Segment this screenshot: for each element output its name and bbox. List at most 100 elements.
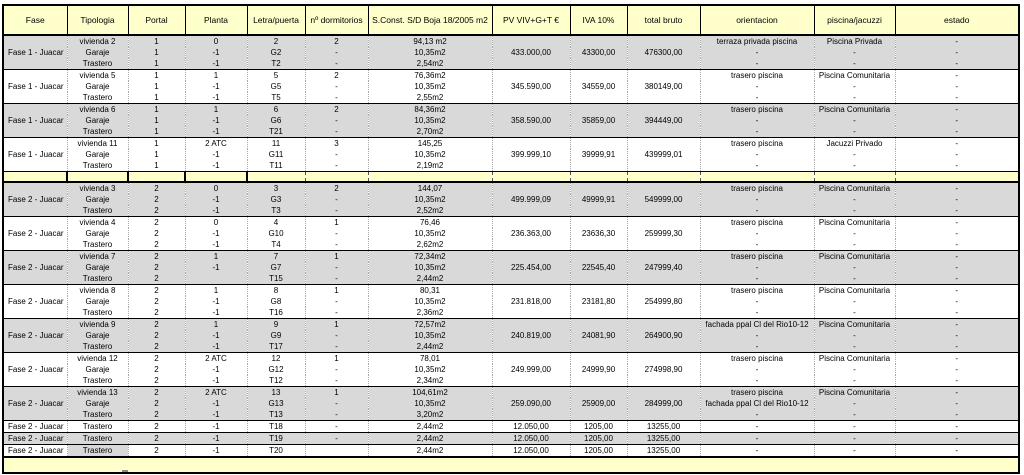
cell-letra: T5 — [246, 92, 305, 104]
cell-piscina: Piscina Comunitaria — [813, 103, 895, 115]
cell-planta: -1 — [184, 115, 247, 126]
cell-letra: T12 — [246, 375, 305, 387]
cell-pv: 345.590,00 — [491, 69, 570, 104]
cell-fase: Fase 2 - Juacar — [3, 250, 67, 285]
cell-planta: 1 — [184, 69, 247, 81]
cell-dorm: - — [304, 330, 368, 341]
cell-planta: 0 — [184, 34, 247, 47]
cell-sconst: 10,35m2 — [367, 194, 492, 205]
cell-piscina: Piscina Comunitaria — [813, 181, 895, 194]
cell-piscina: - — [813, 239, 895, 251]
cell-total: 264900,90 — [626, 318, 700, 353]
cell-sconst: 10,35m2 — [367, 149, 492, 160]
cell-planta: -1 — [184, 409, 247, 421]
table-row: Garaje 2 -1 G7-10,35m2- - - — [3, 262, 1019, 273]
cell-orientacion: trasero piscina — [699, 216, 814, 228]
cell-sconst: 10,35m2 — [367, 81, 492, 92]
cell-estado: - — [894, 34, 1019, 47]
table-row: Garaje 1 -1 G11-10,35m2- - - — [3, 149, 1019, 160]
cell-sconst: 94,13 m2 — [367, 34, 492, 47]
cell-piscina: Piscina Comunitaria — [813, 352, 895, 364]
cell-letra: G13 — [246, 398, 305, 409]
cell-orientacion: - — [699, 228, 814, 239]
cell-fase: Fase 2 - Juacar — [3, 216, 67, 251]
col-header-orientacion: orientacion — [699, 4, 815, 36]
cell-orientacion: terraza privada piscina — [699, 34, 814, 47]
cell-orientacion: trasero piscina — [699, 386, 814, 398]
cell-piscina: - — [813, 330, 895, 341]
cell-portal: 2 — [127, 375, 185, 387]
cell-dorm: - — [304, 341, 368, 353]
cell-tipologia: Trastero — [66, 160, 128, 172]
cell-estado: - — [894, 398, 1019, 409]
cell-estado: - — [894, 126, 1019, 138]
cell-sconst: 78,01 — [367, 352, 492, 364]
cell-planta: 0 — [184, 181, 247, 194]
table-row: Garaje 2 -1 G3-10,35m2- - - — [3, 194, 1019, 205]
cell-estado: - — [894, 103, 1019, 115]
cell-sconst: 10,35m2 — [367, 228, 492, 239]
cell-estado: - — [894, 330, 1019, 341]
separator-cell — [626, 171, 700, 183]
cell-portal: 2 — [127, 398, 185, 409]
cell-letra: 2 — [246, 34, 305, 47]
cell-planta: -1 — [184, 149, 247, 160]
cell-piscina: - — [813, 160, 895, 172]
table-row: Fase 2 - Juacar vivienda 8 2 1 8 1 80,31 231.81… — [3, 284, 1019, 319]
table-row: Garaje 2 -1 G10-10,35m2- - - — [3, 228, 1019, 239]
cell-tipologia: Garaje — [66, 262, 128, 273]
separator-cell — [246, 171, 305, 183]
table-row: Garaje 2 -1 G13-10,35m2 fachada ppal Cl del … — [3, 398, 1019, 409]
cell-orientacion: - — [699, 307, 814, 319]
cell-portal: 2 — [127, 386, 185, 398]
cell-letra: T3 — [246, 205, 305, 217]
cell-total: 13255,00 — [626, 432, 700, 445]
separator-cell — [813, 171, 895, 183]
cell-sconst: 72,34m2 — [367, 250, 492, 262]
cell-orientacion: - — [699, 126, 814, 138]
cell-dorm: - — [304, 273, 368, 285]
cell-estado: - — [894, 47, 1019, 58]
cell-estado: - — [894, 228, 1019, 239]
cell-portal: 1 — [127, 149, 185, 160]
cell-dorm: - — [304, 432, 368, 445]
cell-letra: 8 — [246, 284, 305, 296]
cell-portal: 2 — [127, 307, 185, 319]
cell-sconst: 2,44m2 — [367, 444, 492, 457]
table-row: Fase 2 - Juacar vivienda 12 2 2 ATC 12 1 78,01… — [3, 352, 1019, 387]
cell-orientacion: - — [699, 194, 814, 205]
cell-planta: -1 — [184, 92, 247, 104]
cell-letra: G10 — [246, 228, 305, 239]
cell-orientacion: trasero piscina — [699, 181, 814, 194]
cell-total: 254999,80 — [626, 284, 700, 319]
cell-dorm: - — [304, 58, 368, 70]
cell-fase: Fase 1 - Juacar — [3, 34, 67, 70]
cell-portal: 1 — [127, 103, 185, 115]
cell-estado: - — [894, 352, 1019, 364]
cell-tipologia: vivienda 4 — [66, 216, 128, 228]
separator-cell — [699, 171, 814, 183]
cell-dorm — [304, 444, 368, 457]
cell-estado: - — [894, 262, 1019, 273]
separator-cell — [569, 171, 627, 183]
cell-dorm: 1 — [304, 386, 368, 398]
cell-iva: 35859,00 — [569, 103, 627, 138]
col-header-total-bruto: total bruto — [626, 4, 701, 36]
cell-estado: - — [894, 92, 1019, 104]
cell-total: 394449,00 — [626, 103, 700, 138]
cell-portal: 1 — [127, 69, 185, 81]
cell-tipologia: vivienda 3 — [66, 181, 128, 194]
cell-portal: 2 — [127, 194, 185, 205]
cell-letra: T15 — [246, 273, 305, 285]
cell-letra: G12 — [246, 364, 305, 375]
cell-estado: - — [894, 307, 1019, 319]
cell-letra: G6 — [246, 115, 305, 126]
cell-piscina: - — [813, 58, 895, 70]
cell-fase: Fase 2 - Juacar — [3, 420, 67, 433]
cell-total: 13255,00 — [626, 420, 700, 433]
cell-portal: 1 — [127, 58, 185, 70]
cell-tipologia: Trastero — [66, 92, 128, 104]
cell-orientacion: - — [699, 149, 814, 160]
cell-sconst: 10,35m2 — [367, 115, 492, 126]
col-header-planta: Planta — [184, 4, 248, 36]
